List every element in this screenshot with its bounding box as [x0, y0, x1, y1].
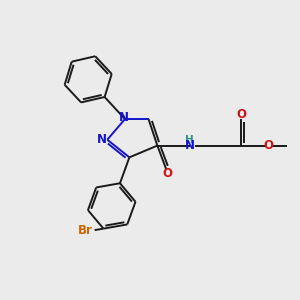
Text: Br: Br: [78, 224, 93, 237]
Text: O: O: [236, 108, 246, 121]
Text: O: O: [263, 139, 273, 152]
Text: N: N: [119, 110, 129, 124]
Text: H: H: [185, 135, 194, 145]
Text: O: O: [163, 167, 173, 180]
Text: N: N: [185, 139, 195, 152]
Text: N: N: [96, 133, 106, 146]
